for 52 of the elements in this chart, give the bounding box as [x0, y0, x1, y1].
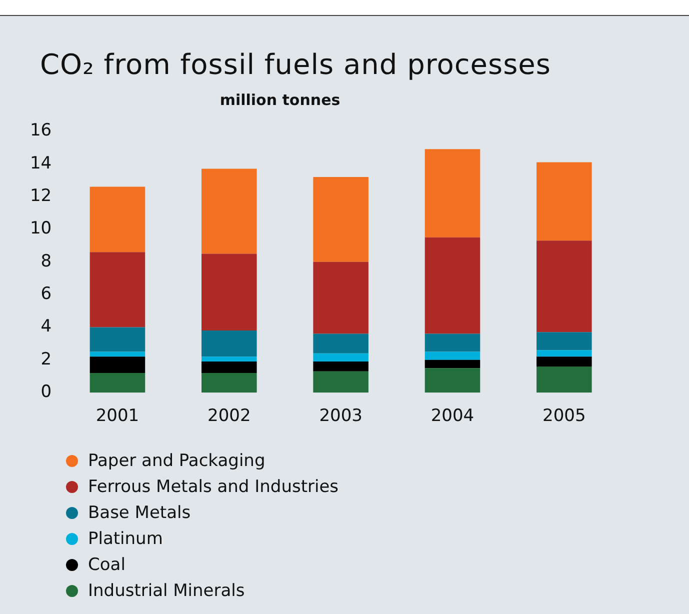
bar — [313, 334, 368, 354]
bar — [313, 262, 368, 334]
bar — [90, 372, 146, 393]
bar — [536, 332, 592, 350]
y-tick-label: 12 — [30, 186, 52, 206]
bar — [536, 366, 592, 393]
bar — [424, 368, 480, 393]
x-tick-label: 2002 — [208, 406, 251, 426]
y-tick-label: 8 — [40, 251, 52, 272]
bar — [202, 372, 257, 393]
bar — [424, 149, 480, 238]
y-tick-label: 14 — [30, 153, 52, 174]
legend-label: Platinum — [88, 529, 163, 549]
legend-label: Ferrous Metals and Industries — [88, 477, 339, 497]
bar — [424, 360, 480, 368]
bar — [536, 356, 592, 366]
x-tick-label: 2001 — [96, 406, 140, 426]
legend-label: Base Metals — [88, 503, 191, 523]
bar — [202, 168, 257, 254]
bar — [90, 186, 146, 252]
bar — [90, 327, 146, 352]
bar — [202, 254, 257, 331]
y-tick-label: 2 — [40, 349, 52, 370]
y-tick-label: 16 — [30, 120, 52, 141]
bar — [313, 362, 368, 372]
bar — [536, 350, 592, 357]
bar — [313, 353, 368, 362]
chart-title: CO₂ from fossil fuels and processes — [40, 48, 551, 81]
bar — [424, 352, 480, 360]
y-tick-label: 0 — [40, 382, 52, 402]
bar — [90, 252, 146, 328]
bar — [202, 330, 257, 357]
y-tick-label: 10 — [30, 218, 52, 239]
y-tick-label: 4 — [40, 316, 52, 337]
bar — [424, 237, 480, 334]
chart-subtitle: million tonnes — [218, 91, 342, 109]
bar — [313, 371, 368, 393]
bar — [90, 356, 146, 373]
bar — [536, 240, 592, 332]
bar — [202, 356, 257, 362]
y-tick-label: 6 — [40, 284, 52, 304]
bar — [202, 362, 257, 373]
bar — [536, 162, 592, 241]
legend-label: Industrial Minerals — [88, 581, 245, 601]
legend-label: Coal — [88, 555, 126, 575]
x-tick-label: 2004 — [430, 406, 474, 426]
bar — [90, 352, 146, 357]
legend-label: Paper and Packaging — [88, 451, 266, 471]
bar — [424, 334, 480, 352]
x-tick-label: 2003 — [319, 406, 362, 426]
bar — [313, 176, 368, 262]
x-tick-label: 2005 — [542, 406, 586, 426]
